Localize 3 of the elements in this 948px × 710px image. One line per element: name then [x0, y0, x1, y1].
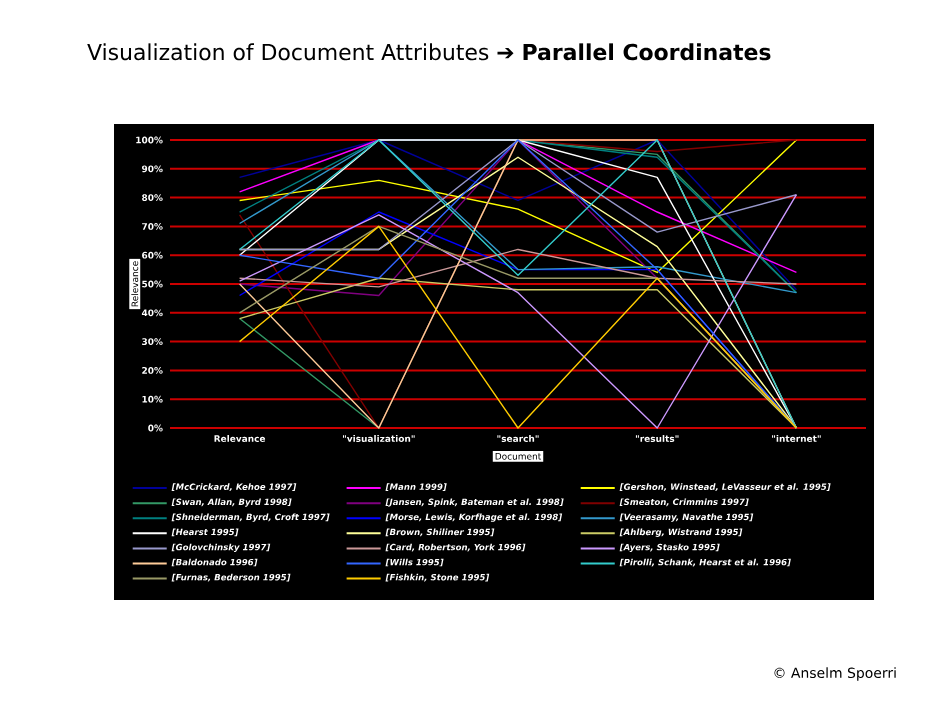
line-series	[238, 248, 798, 288]
chart-title: Visualization of Document Attributes ➔ Parallel Coordinates	[87, 43, 771, 61]
line-series	[238, 139, 798, 251]
